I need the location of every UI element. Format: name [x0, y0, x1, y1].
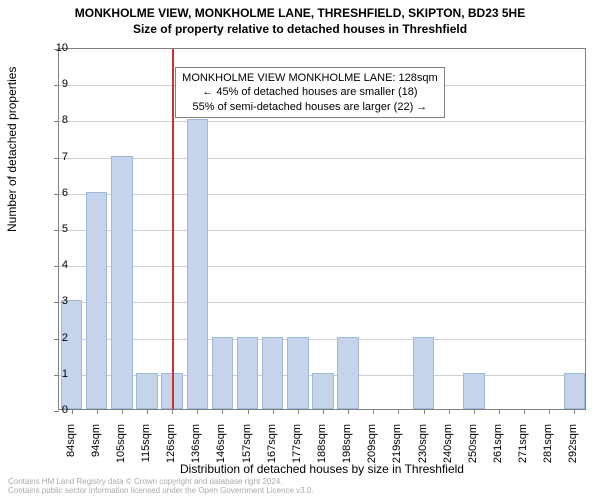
x-tick-mark	[147, 409, 148, 414]
grid-line	[59, 121, 585, 122]
bar	[111, 156, 132, 409]
x-tick-label: 230sqm	[417, 424, 429, 474]
x-tick-label: 177sqm	[291, 424, 303, 474]
x-tick-label: 188sqm	[316, 424, 328, 474]
bar	[262, 337, 283, 409]
bar	[86, 192, 107, 409]
x-tick-mark	[122, 409, 123, 414]
x-tick-label: 198sqm	[341, 424, 353, 474]
bar	[312, 373, 333, 409]
x-tick-mark	[222, 409, 223, 414]
subtitle: Size of property relative to detached ho…	[0, 22, 600, 36]
y-tick-label: 4	[48, 259, 68, 271]
x-tick-mark	[298, 409, 299, 414]
y-tick-label: 9	[48, 78, 68, 90]
y-tick-label: 5	[48, 223, 68, 235]
x-tick-mark	[348, 409, 349, 414]
x-tick-mark	[373, 409, 374, 414]
x-tick-mark	[97, 409, 98, 414]
x-tick-mark	[172, 409, 173, 414]
bar	[287, 337, 308, 409]
x-tick-mark	[323, 409, 324, 414]
y-tick-label: 1	[48, 368, 68, 380]
x-tick-mark	[398, 409, 399, 414]
bar	[463, 373, 484, 409]
info-box-line: 55% of semi-detached houses are larger (…	[182, 100, 438, 114]
x-tick-label: 94sqm	[90, 424, 102, 474]
bar	[136, 373, 157, 409]
x-tick-label: 105sqm	[115, 424, 127, 474]
x-tick-mark	[449, 409, 450, 414]
x-tick-label: 240sqm	[442, 424, 454, 474]
grid-line	[59, 194, 585, 195]
grid-line	[59, 230, 585, 231]
grid-line	[59, 302, 585, 303]
x-tick-mark	[574, 409, 575, 414]
bar	[237, 337, 258, 409]
grid-line	[59, 339, 585, 340]
y-tick-label: 3	[48, 295, 68, 307]
y-tick-label: 6	[48, 187, 68, 199]
info-box-line: MONKHOLME VIEW MONKHOLME LANE: 128sqm	[182, 71, 438, 85]
y-tick-label: 8	[48, 114, 68, 126]
x-tick-label: 281sqm	[542, 424, 554, 474]
chart-plot-area: MONKHOLME VIEW MONKHOLME LANE: 128sqm← 4…	[58, 48, 586, 410]
x-tick-mark	[197, 409, 198, 414]
x-tick-mark	[273, 409, 274, 414]
x-tick-mark	[499, 409, 500, 414]
x-tick-label: 219sqm	[391, 424, 403, 474]
y-tick-label: 0	[48, 404, 68, 416]
x-tick-mark	[424, 409, 425, 414]
x-tick-label: 84sqm	[65, 424, 77, 474]
x-tick-mark	[549, 409, 550, 414]
x-tick-label: 209sqm	[366, 424, 378, 474]
x-tick-label: 292sqm	[567, 424, 579, 474]
x-tick-label: 250sqm	[467, 424, 479, 474]
grid-line	[59, 266, 585, 267]
x-tick-label: 115sqm	[140, 424, 152, 474]
bar	[187, 119, 208, 409]
footer-line-2: Contains public sector information licen…	[8, 486, 314, 496]
x-tick-label: 136sqm	[190, 424, 202, 474]
y-tick-label: 10	[48, 42, 68, 54]
x-tick-mark	[72, 409, 73, 414]
x-tick-label: 167sqm	[266, 424, 278, 474]
x-tick-mark	[474, 409, 475, 414]
x-tick-mark	[248, 409, 249, 414]
info-box: MONKHOLME VIEW MONKHOLME LANE: 128sqm← 4…	[175, 67, 445, 118]
bar	[337, 337, 358, 409]
x-tick-label: 146sqm	[215, 424, 227, 474]
bar	[413, 337, 434, 409]
main-title: MONKHOLME VIEW, MONKHOLME LANE, THRESHFI…	[0, 6, 600, 20]
x-tick-mark	[524, 409, 525, 414]
grid-line	[59, 158, 585, 159]
x-tick-label: 126sqm	[165, 424, 177, 474]
indicator-line	[172, 49, 174, 409]
x-tick-label: 271sqm	[517, 424, 529, 474]
bar	[61, 300, 82, 409]
x-tick-label: 261sqm	[492, 424, 504, 474]
footer-line-1: Contains HM Land Registry data © Crown c…	[8, 477, 314, 487]
y-tick-label: 2	[48, 332, 68, 344]
y-tick-label: 7	[48, 151, 68, 163]
bar	[564, 373, 585, 409]
x-tick-label: 157sqm	[241, 424, 253, 474]
y-axis-label: Number of detached properties	[5, 67, 19, 232]
footer-attribution: Contains HM Land Registry data © Crown c…	[8, 477, 314, 496]
info-box-line: ← 45% of detached houses are smaller (18…	[182, 85, 438, 99]
bar	[212, 337, 233, 409]
